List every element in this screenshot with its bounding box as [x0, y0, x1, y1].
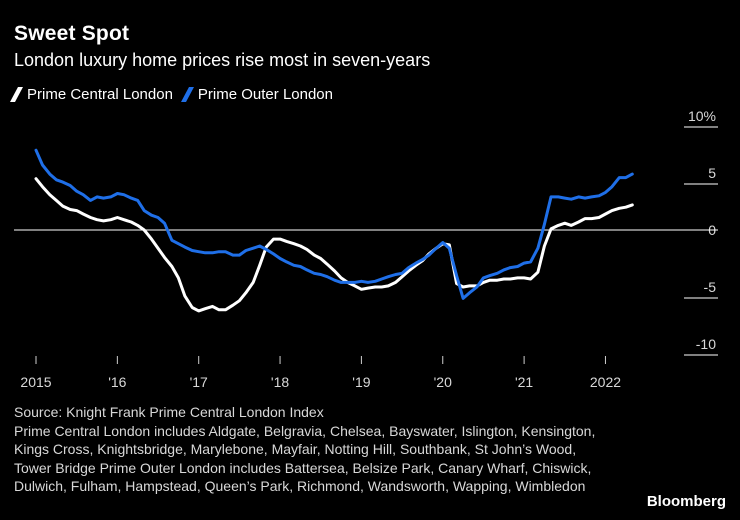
legend-label-prime-outer: Prime Outer London: [197, 86, 333, 103]
legend-label-prime-central: Prime Central London: [27, 86, 173, 103]
legend-item-prime-central: Prime Central London: [10, 86, 173, 103]
x-tick-label: '21: [515, 374, 533, 390]
x-tick-label: 2015: [20, 374, 51, 390]
coverage-note: Prime Central London includes Aldgate, B…: [14, 422, 596, 495]
series-line-prime-central: [34, 177, 634, 313]
chart-title: Sweet Spot: [14, 22, 130, 45]
y-tick-label: -10: [696, 336, 716, 352]
series-line-prime-outer: [34, 148, 634, 300]
x-axis: 2015 '16 '17 '18 '19 '20 '21 2022: [20, 356, 621, 390]
footnote: Source: Knight Frank Prime Central Londo…: [14, 403, 614, 496]
line-chart: 10%50-5-10 2015'16'17'18'19'20'21 2022: [14, 108, 718, 390]
legend-item-prime-outer: Prime Outer London: [180, 86, 333, 103]
x-tick-label: '17: [190, 374, 208, 390]
bloomberg-logo: Bloomberg: [646, 493, 726, 510]
legend: Prime Central London Prime Outer London: [10, 86, 345, 103]
x-tick-label: '16: [108, 374, 126, 390]
x-tick-label: 2022: [590, 374, 621, 390]
chart-subtitle: London luxury home prices rise most in s…: [14, 50, 431, 70]
x-tick-label: '20: [434, 374, 452, 390]
y-tick-label: 5: [708, 165, 716, 181]
y-tick-label: -5: [704, 279, 717, 295]
source-note: Source: Knight Frank Prime Central Londo…: [14, 404, 324, 420]
series-layer: [34, 148, 634, 313]
x-tick-label: '18: [271, 374, 289, 390]
x-tick-label: '19: [352, 374, 370, 390]
y-axis: 10%50-5-10: [684, 108, 718, 356]
y-tick-label: 10%: [688, 108, 716, 124]
